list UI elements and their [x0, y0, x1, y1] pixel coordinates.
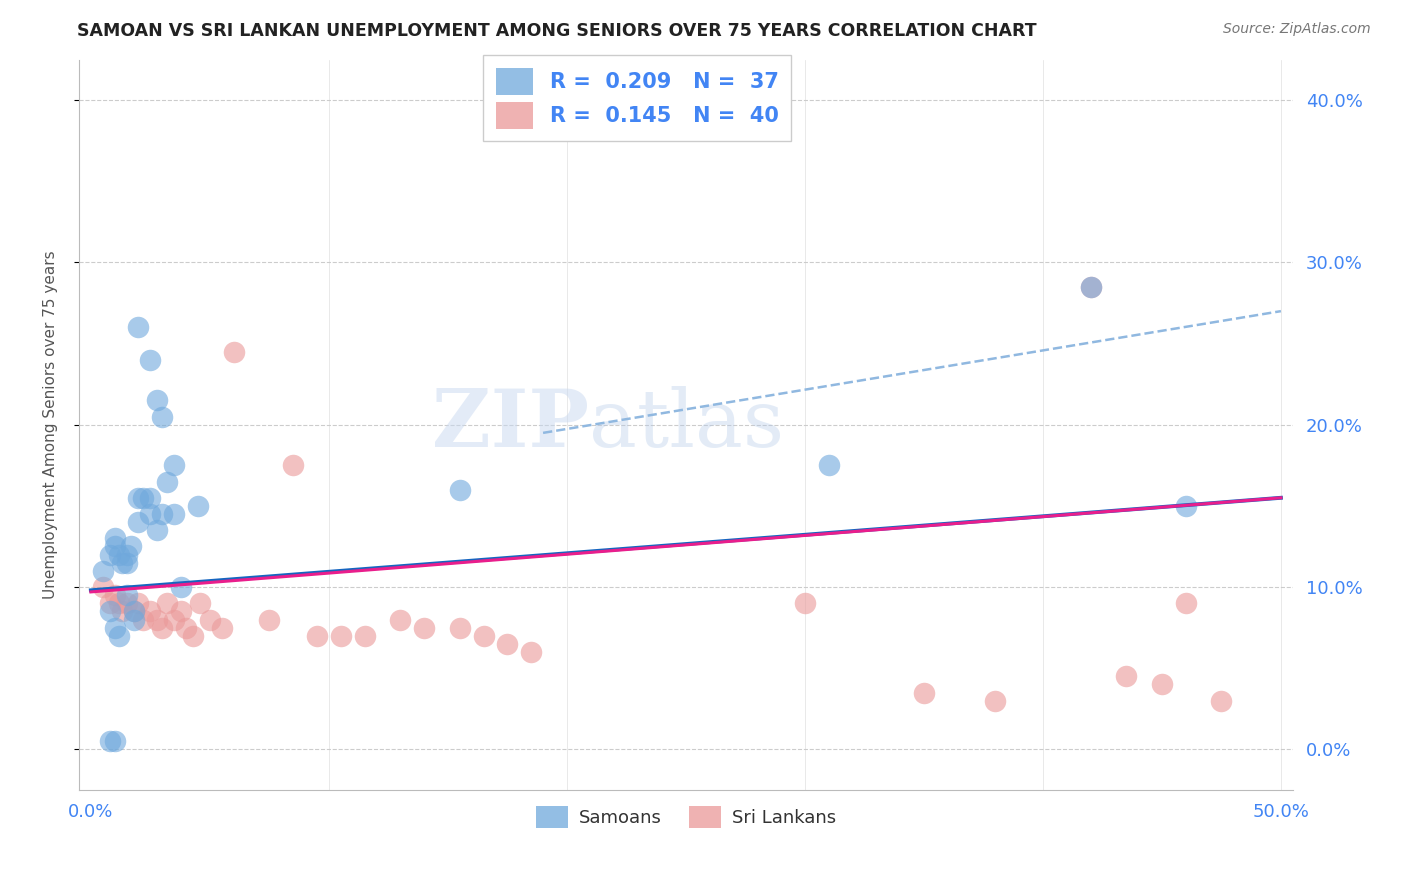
Point: [127, 320, 149, 334]
Point: [111, 556, 134, 570]
Point: [91, 580, 114, 594]
Point: [1080, 280, 1102, 294]
Point: [127, 515, 149, 529]
Point: [91, 564, 114, 578]
Point: [139, 507, 162, 521]
Point: [120, 540, 142, 554]
Point: [146, 523, 169, 537]
Point: [150, 409, 173, 424]
Point: [115, 596, 138, 610]
Point: [98, 734, 121, 748]
Point: [139, 604, 162, 618]
Point: [98, 548, 121, 562]
Y-axis label: Unemployment Among Seniors over 75 years: Unemployment Among Seniors over 75 years: [44, 251, 58, 599]
Point: [156, 596, 179, 610]
Point: [389, 613, 412, 627]
Legend: Samoans, Sri Lankans: Samoans, Sri Lankans: [529, 799, 844, 836]
Point: [98, 604, 121, 618]
Point: [329, 629, 352, 643]
Point: [104, 588, 127, 602]
Point: [413, 621, 436, 635]
Point: [139, 352, 162, 367]
Point: [104, 540, 127, 554]
Point: [115, 556, 138, 570]
Point: [188, 596, 211, 610]
Point: [170, 604, 193, 618]
Point: [283, 458, 305, 473]
Point: [98, 596, 121, 610]
Point: [104, 532, 127, 546]
Point: [520, 645, 543, 659]
Point: [104, 621, 127, 635]
Text: SAMOAN VS SRI LANKAN UNEMPLOYMENT AMONG SENIORS OVER 75 YEARS CORRELATION CHART: SAMOAN VS SRI LANKAN UNEMPLOYMENT AMONG …: [77, 22, 1038, 40]
Text: Source: ZipAtlas.com: Source: ZipAtlas.com: [1223, 22, 1371, 37]
Point: [146, 393, 169, 408]
Point: [122, 604, 145, 618]
Point: [449, 621, 471, 635]
Point: [793, 596, 815, 610]
Point: [163, 613, 186, 627]
Point: [1080, 280, 1102, 294]
Point: [912, 685, 935, 699]
Point: [139, 491, 162, 505]
Point: [817, 458, 839, 473]
Point: [305, 629, 328, 643]
Point: [170, 580, 193, 594]
Point: [122, 604, 145, 618]
Point: [115, 548, 138, 562]
Point: [146, 613, 169, 627]
Point: [187, 499, 209, 513]
Point: [163, 507, 186, 521]
Point: [353, 629, 375, 643]
Point: [111, 604, 134, 618]
Point: [104, 734, 127, 748]
Point: [1150, 677, 1173, 691]
Text: ZIP: ZIP: [432, 385, 589, 464]
Point: [174, 621, 197, 635]
Point: [1174, 499, 1197, 513]
Point: [150, 621, 173, 635]
Point: [496, 637, 519, 651]
Point: [132, 491, 155, 505]
Point: [108, 548, 131, 562]
Point: [984, 693, 1007, 707]
Point: [1211, 693, 1233, 707]
Point: [222, 344, 245, 359]
Point: [181, 629, 204, 643]
Point: [115, 588, 138, 602]
Point: [132, 613, 155, 627]
Point: [472, 629, 495, 643]
Point: [108, 629, 131, 643]
Point: [163, 458, 186, 473]
Point: [127, 596, 149, 610]
Point: [122, 613, 145, 627]
Point: [198, 613, 221, 627]
Point: [127, 491, 149, 505]
Point: [259, 613, 281, 627]
Point: [1174, 596, 1197, 610]
Point: [150, 507, 173, 521]
Point: [108, 596, 131, 610]
Point: [1115, 669, 1137, 683]
Point: [449, 483, 471, 497]
Point: [211, 621, 233, 635]
Point: [156, 475, 179, 489]
Text: atlas: atlas: [589, 385, 785, 464]
